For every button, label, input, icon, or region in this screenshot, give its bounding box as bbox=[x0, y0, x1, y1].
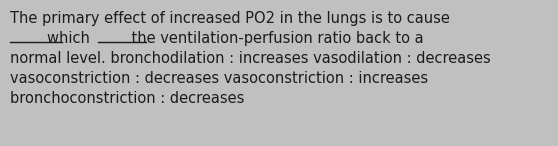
Text: normal level. bronchodilation : increases vasodilation : decreases: normal level. bronchodilation : increase… bbox=[10, 51, 490, 66]
Text: The primary effect of increased PO2 in the lungs is to cause: The primary effect of increased PO2 in t… bbox=[10, 11, 450, 26]
Text: bronchoconstriction : decreases: bronchoconstriction : decreases bbox=[10, 91, 244, 106]
Text: vasoconstriction : decreases vasoconstriction : increases: vasoconstriction : decreases vasoconstri… bbox=[10, 71, 428, 86]
Text: which         the ventilation-perfusion ratio back to a: which the ventilation-perfusion ratio ba… bbox=[10, 31, 424, 46]
